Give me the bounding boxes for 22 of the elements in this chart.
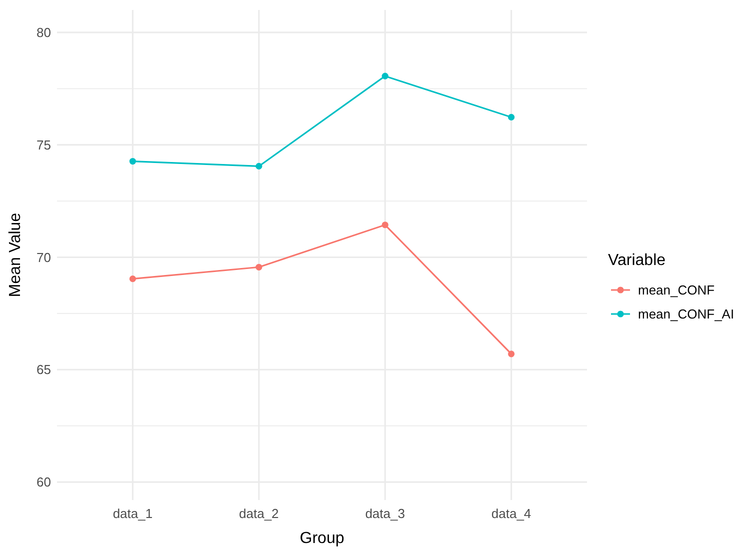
y-tick-label: 80 <box>36 25 51 40</box>
legend-label: mean_CONF_AI <box>638 306 734 322</box>
y-tick-label: 60 <box>36 474 51 490</box>
x-tick-label: data_3 <box>365 506 405 521</box>
point <box>508 114 515 121</box>
y-tick-label: 75 <box>36 137 51 152</box>
legend-title: Variable <box>608 252 666 269</box>
x-tick-label: data_1 <box>112 506 153 521</box>
y-tick-label: 65 <box>36 362 51 378</box>
point <box>382 72 388 80</box>
point <box>129 158 136 165</box>
point <box>508 350 515 358</box>
point <box>256 162 262 170</box>
x-axis-title: Group <box>300 530 344 547</box>
point <box>129 276 136 282</box>
point <box>256 264 262 270</box>
legend-label: mean_CONF <box>638 282 715 298</box>
y-tick-label: 70 <box>36 250 51 265</box>
x-tick-label: data_2 <box>239 506 279 521</box>
y-axis-title: Mean Value <box>7 212 24 298</box>
point <box>382 222 388 228</box>
x-tick-label: data_4 <box>491 506 532 521</box>
